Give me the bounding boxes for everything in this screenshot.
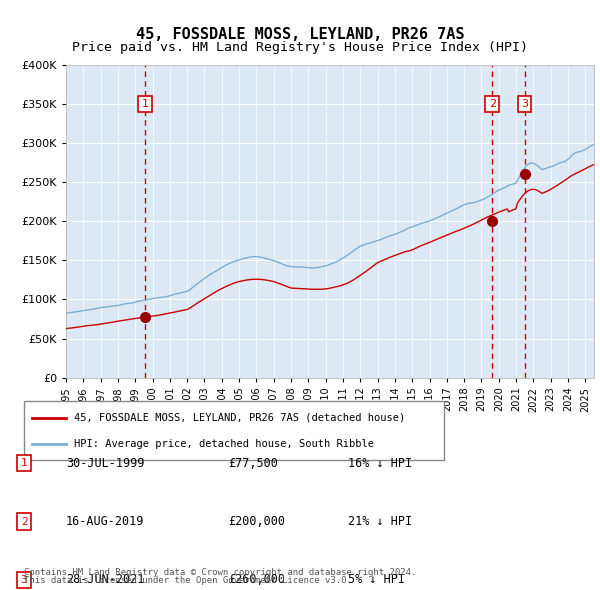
Text: 1: 1 xyxy=(20,458,28,468)
Text: 16-AUG-2019: 16-AUG-2019 xyxy=(66,515,145,528)
Text: £260,000: £260,000 xyxy=(228,573,285,586)
Text: HPI: Average price, detached house, South Ribble: HPI: Average price, detached house, Sout… xyxy=(74,439,374,448)
Text: 1: 1 xyxy=(142,99,149,109)
Text: 16% ↓ HPI: 16% ↓ HPI xyxy=(348,457,412,470)
Text: 2: 2 xyxy=(20,517,28,526)
FancyBboxPatch shape xyxy=(24,401,444,460)
Text: Contains HM Land Registry data © Crown copyright and database right 2024.: Contains HM Land Registry data © Crown c… xyxy=(24,568,416,577)
Text: 3: 3 xyxy=(521,99,528,109)
Text: 2: 2 xyxy=(488,99,496,109)
Text: 30-JUL-1999: 30-JUL-1999 xyxy=(66,457,145,470)
Text: 45, FOSSDALE MOSS, LEYLAND, PR26 7AS (detached house): 45, FOSSDALE MOSS, LEYLAND, PR26 7AS (de… xyxy=(74,413,406,422)
Text: 3: 3 xyxy=(20,575,28,585)
Text: This data is licensed under the Open Government Licence v3.0.: This data is licensed under the Open Gov… xyxy=(24,576,352,585)
Text: 21% ↓ HPI: 21% ↓ HPI xyxy=(348,515,412,528)
Text: 5% ↓ HPI: 5% ↓ HPI xyxy=(348,573,405,586)
Text: £200,000: £200,000 xyxy=(228,515,285,528)
Text: Price paid vs. HM Land Registry's House Price Index (HPI): Price paid vs. HM Land Registry's House … xyxy=(72,41,528,54)
Text: £77,500: £77,500 xyxy=(228,457,278,470)
Text: 45, FOSSDALE MOSS, LEYLAND, PR26 7AS: 45, FOSSDALE MOSS, LEYLAND, PR26 7AS xyxy=(136,27,464,41)
Text: 28-JUN-2021: 28-JUN-2021 xyxy=(66,573,145,586)
